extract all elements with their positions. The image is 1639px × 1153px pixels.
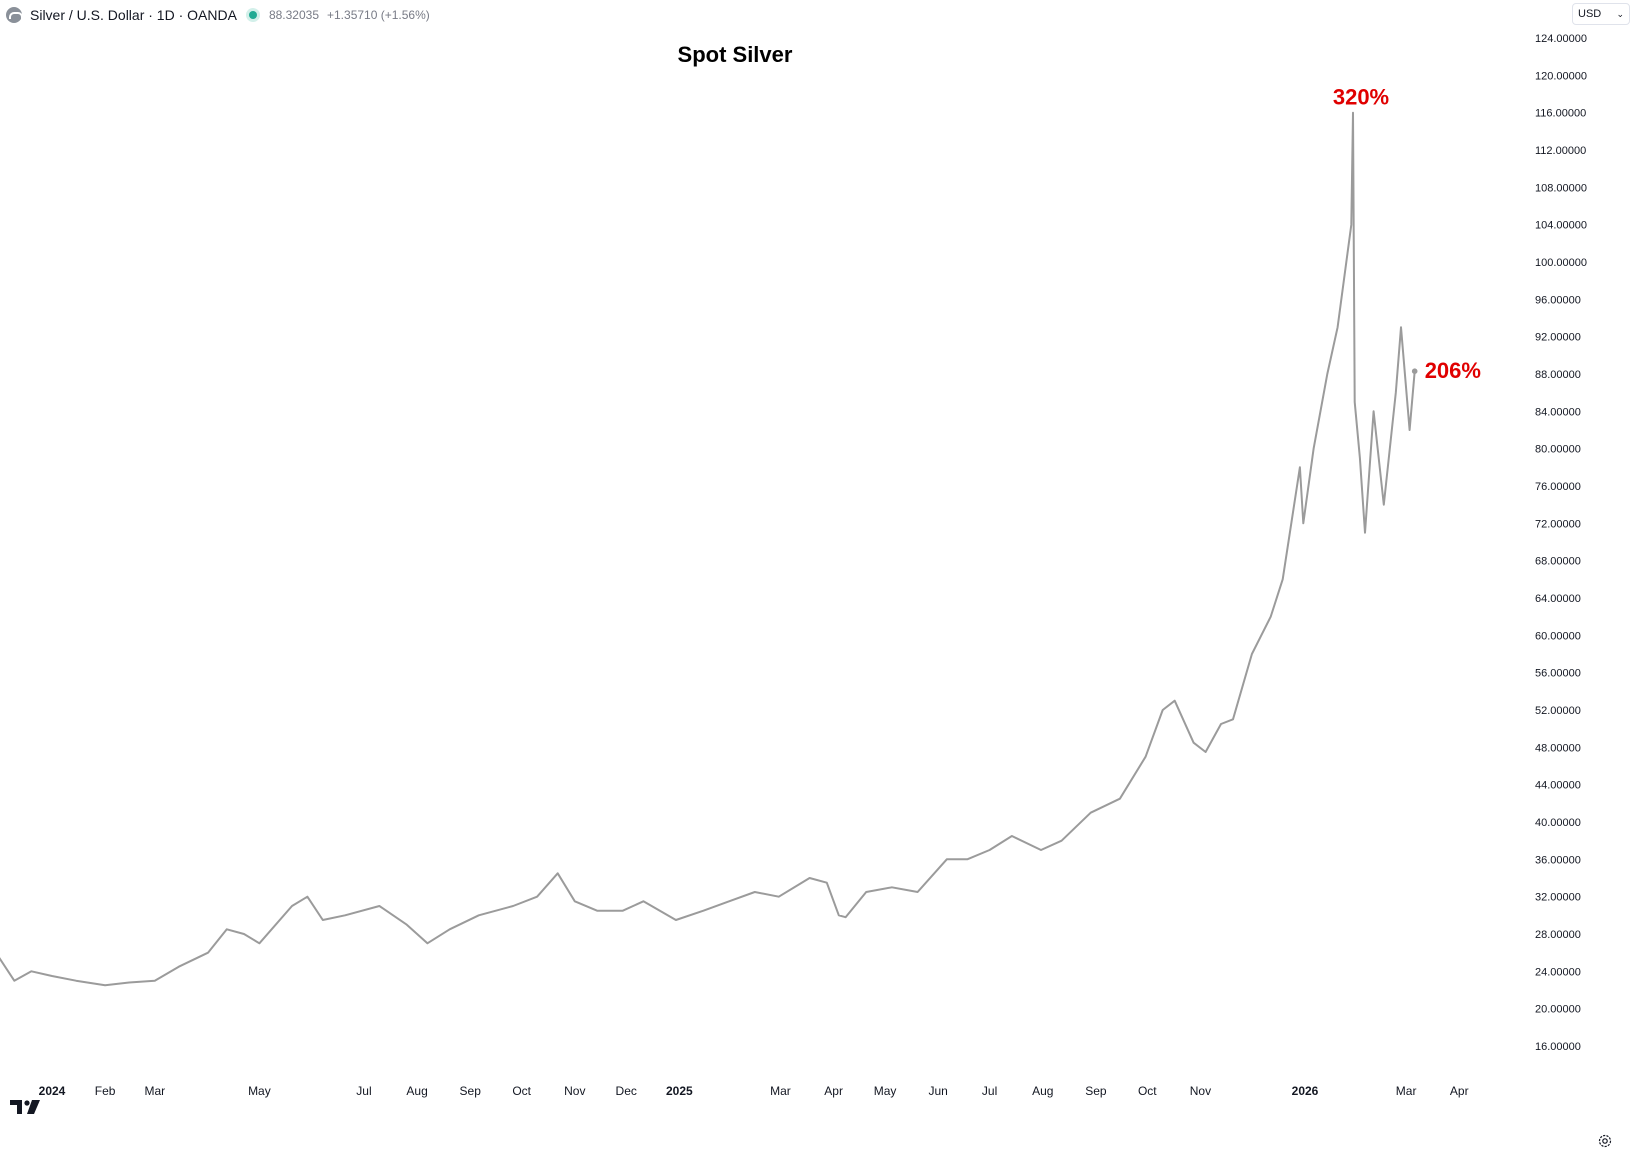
x-tick-label: May (874, 1084, 897, 1098)
price-line (0, 111, 1416, 987)
y-axis[interactable]: 16.00000 20.00000 24.00000 28.00000 32.00000… (1535, 33, 1587, 1053)
y-tick-label: 108.00000 (1535, 182, 1587, 194)
y-tick-label: 20.00000 (1535, 1004, 1581, 1016)
last-price: 88.32035 (268, 8, 319, 22)
y-tick-label: 76.00000 (1535, 481, 1581, 493)
y-tick-label: 120.00000 (1535, 70, 1587, 82)
y-tick-label: 84.00000 (1535, 406, 1581, 418)
symbol-name[interactable]: Silver / U.S. Dollar · 1D · OANDA (30, 7, 237, 23)
x-tick-label: Jun (929, 1084, 948, 1098)
x-tick-label: 2026 (1292, 1084, 1319, 1098)
y-tick-label: 24.00000 (1535, 966, 1581, 978)
x-tick-label: Sep (1085, 1084, 1107, 1098)
y-tick-label: 88.00000 (1535, 369, 1581, 381)
market-open-dot-icon (248, 11, 257, 19)
y-tick-label: 104.00000 (1535, 220, 1587, 232)
settings-gear-icon[interactable] (1598, 1134, 1612, 1148)
y-tick-label: 44.00000 (1535, 780, 1581, 792)
percent-annotation: 320% (1333, 85, 1389, 110)
x-tick-label: Aug (406, 1084, 427, 1098)
y-tick-label: 52.00000 (1535, 705, 1581, 717)
x-tick-label: Aug (1032, 1084, 1053, 1098)
chevron-down-icon: ⌄ (1616, 8, 1624, 19)
y-tick-label: 48.00000 (1535, 742, 1581, 754)
series-layer (0, 111, 1418, 987)
x-tick-label: Feb (95, 1084, 116, 1098)
tradingview-logo-icon[interactable] (10, 1098, 42, 1116)
x-axis[interactable]: 2024 Feb Mar May Jul Aug Sep Oct Nov Dec 2025 Mar Ap… (39, 1084, 1469, 1098)
annotation-layer: 320% 206% (1333, 85, 1481, 384)
y-tick-label: 124.00000 (1535, 33, 1587, 45)
y-tick-label: 80.00000 (1535, 444, 1581, 456)
x-tick-label: Nov (1190, 1084, 1211, 1098)
x-tick-label: 2025 (666, 1084, 693, 1098)
y-tick-label: 64.00000 (1535, 593, 1581, 605)
x-tick-label: Apr (1450, 1084, 1469, 1098)
x-tick-label: Oct (512, 1084, 531, 1098)
percent-annotation: 206% (1425, 358, 1481, 383)
y-tick-label: 40.00000 (1535, 817, 1581, 829)
y-tick-label: 16.00000 (1535, 1041, 1581, 1053)
y-tick-label: 112.00000 (1535, 145, 1586, 157)
x-tick-label: Jul (982, 1084, 997, 1098)
x-tick-label: May (248, 1084, 271, 1098)
x-tick-label: Mar (145, 1084, 166, 1098)
currency-value: USD (1578, 8, 1602, 20)
price-change: +1.35710 (+1.56%) (327, 8, 430, 22)
x-tick-label: 2024 (39, 1084, 66, 1098)
y-tick-label: 32.00000 (1535, 892, 1581, 904)
x-tick-label: Mar (1396, 1084, 1417, 1098)
x-tick-label: Mar (770, 1084, 791, 1098)
last-price-dot (1411, 368, 1418, 375)
y-tick-label: 60.00000 (1535, 630, 1581, 642)
x-tick-label: Dec (616, 1084, 637, 1098)
chart-header: Silver / U.S. Dollar · 1D · OANDA 88.320… (6, 4, 430, 26)
y-tick-label: 72.00000 (1535, 518, 1581, 530)
silver-logo-icon (6, 7, 23, 23)
x-tick-label: Jul (356, 1084, 371, 1098)
x-tick-label: Nov (564, 1084, 585, 1098)
currency-select[interactable]: USD ⌄ (1572, 3, 1630, 25)
y-tick-label: 68.00000 (1535, 556, 1581, 568)
x-tick-label: Sep (460, 1084, 482, 1098)
x-tick-label: Apr (824, 1084, 843, 1098)
y-tick-label: 28.00000 (1535, 929, 1581, 941)
y-tick-label: 36.00000 (1535, 854, 1581, 866)
x-tick-label: Oct (1138, 1084, 1157, 1098)
y-tick-label: 96.00000 (1535, 294, 1581, 306)
y-tick-label: 92.00000 (1535, 332, 1581, 344)
y-tick-label: 116.00000 (1535, 108, 1586, 120)
y-tick-label: 100.00000 (1535, 257, 1587, 269)
chart-title: Spot Silver (677, 42, 793, 67)
y-tick-label: 56.00000 (1535, 668, 1581, 680)
